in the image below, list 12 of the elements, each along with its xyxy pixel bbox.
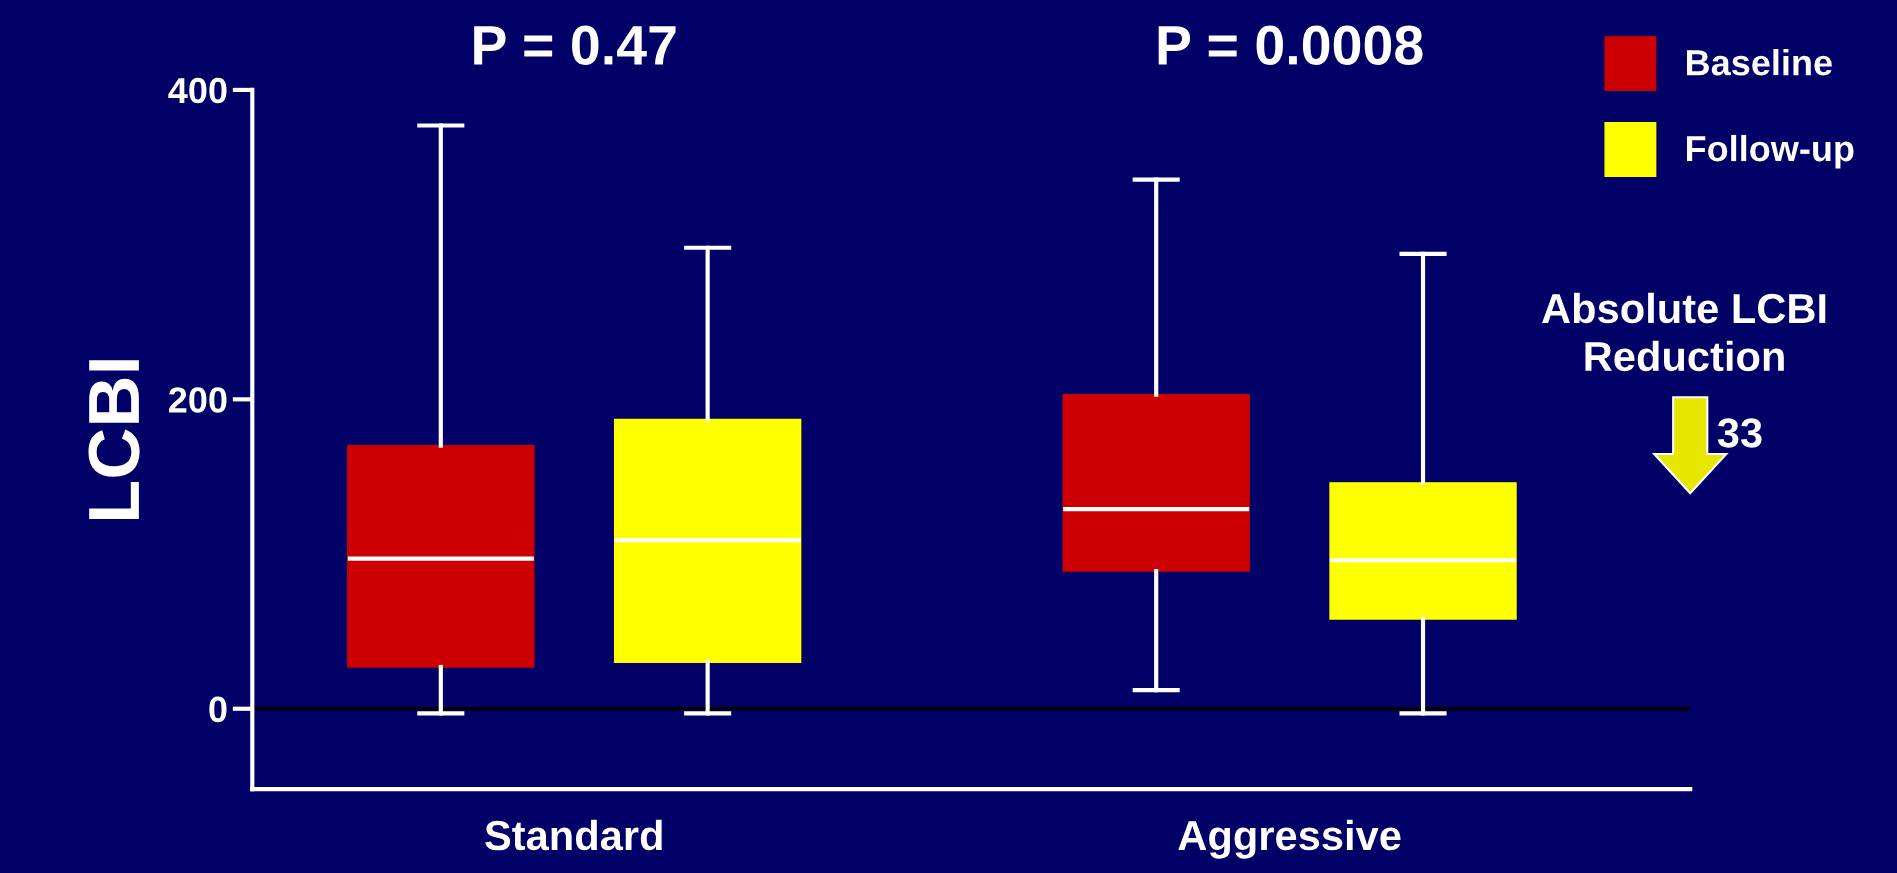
legend-label: Baseline (1686, 48, 1832, 76)
y-axis-title: LCBI (88, 360, 140, 519)
y-tick-label: 200 (169, 387, 227, 413)
text: P = 0.47 (474, 25, 676, 65)
x-tick-label: Aggressive (1178, 819, 1401, 859)
annotation: Absolute LCBI Reduction (1542, 292, 1826, 372)
text: 33 (1717, 418, 1762, 448)
y-tick-label: 0 (209, 696, 227, 723)
legend-label: Follow-up (1686, 134, 1854, 169)
x-tick-label: Standard (485, 819, 662, 851)
text: P = 0.0008 (1158, 25, 1423, 65)
y-tick-label: 400 (168, 77, 227, 104)
